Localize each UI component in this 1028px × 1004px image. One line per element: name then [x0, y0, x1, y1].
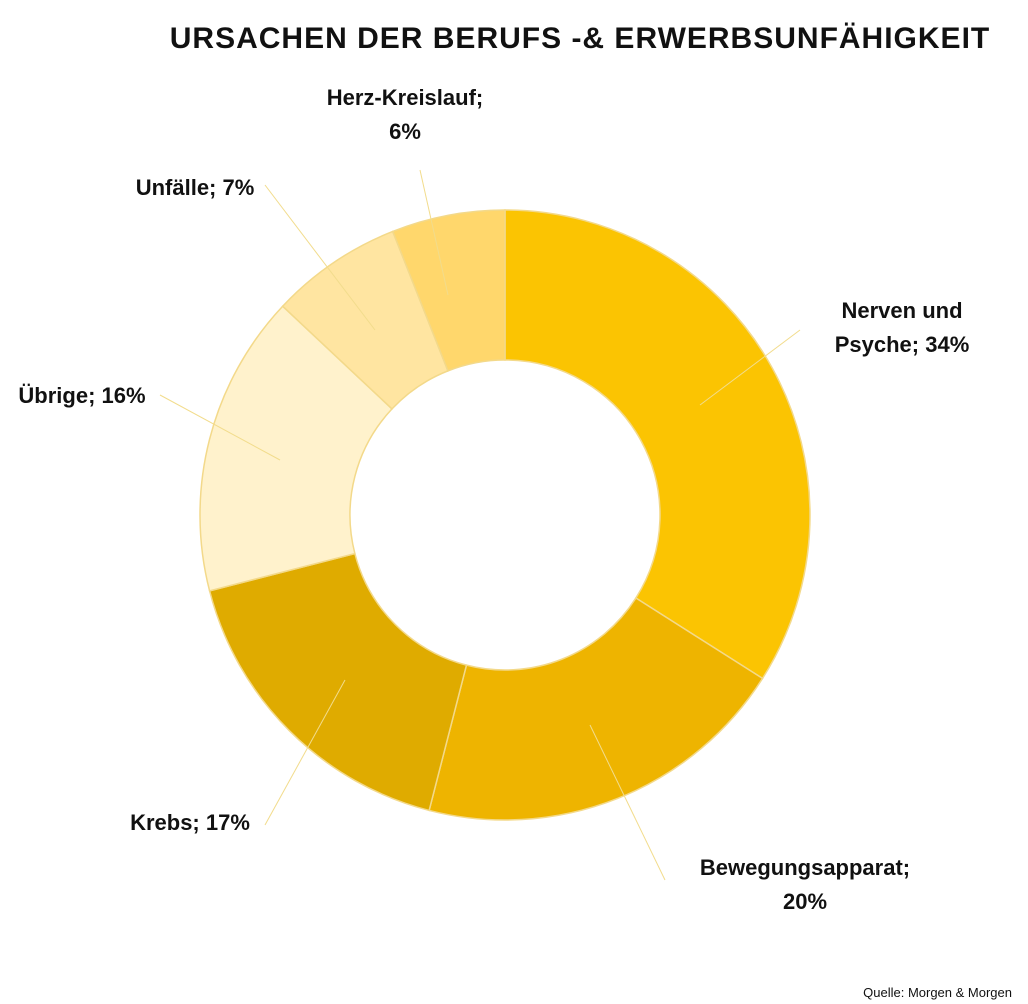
leader-line-3 — [159, 394, 281, 461]
donut-slice-3 — [199, 305, 394, 592]
slice-label-5: Herz-Kreislauf; 6% — [327, 85, 483, 144]
donut-slice-2 — [208, 552, 468, 812]
leader-line-1 — [589, 724, 666, 881]
source-note: Quelle: Morgen & Morgen — [863, 985, 1012, 1000]
leader-line-2 — [264, 679, 346, 826]
slice-label-0: Nerven und Psyche; 34% — [835, 298, 970, 357]
slice-label-4: Unfälle; 7% — [136, 175, 255, 200]
donut-slice-5 — [391, 209, 506, 372]
leader-line-4 — [264, 184, 376, 331]
leader-line-0 — [699, 329, 801, 406]
donut-slice-0 — [504, 209, 811, 680]
donut-slice-1 — [428, 597, 764, 821]
slice-label-3: Übrige; 16% — [18, 383, 145, 408]
slice-label-2: Krebs; 17% — [130, 810, 250, 835]
chart-title: URSACHEN DER BERUFS -& ERWERBSUNFÄHIGKEI… — [169, 22, 991, 55]
slice-label-1: Bewegungsapparat; 20% — [700, 855, 910, 914]
leader-line-5 — [419, 169, 449, 296]
